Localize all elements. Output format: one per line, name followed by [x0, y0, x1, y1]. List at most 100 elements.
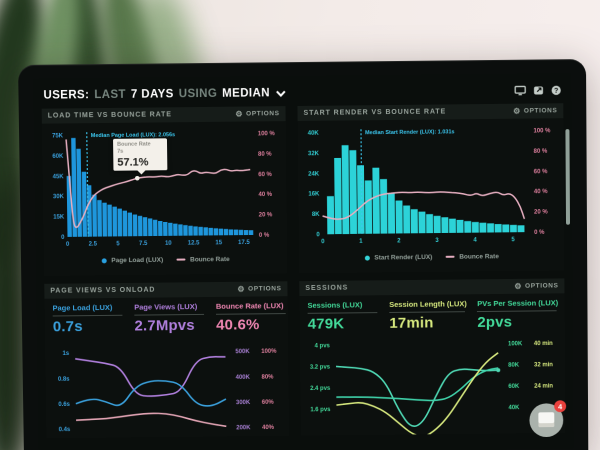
- svg-text:0 %: 0 %: [259, 233, 270, 239]
- metric-rule: [477, 310, 557, 313]
- svg-text:80 %: 80 %: [534, 149, 548, 155]
- svg-text:400K: 400K: [236, 375, 251, 381]
- metric-row: Page Load (LUX) 0.7s Page Views (LUX) 2.…: [44, 296, 287, 337]
- panel-start-render-vs-bounce-rate: START RENDER VS BOUNCE RATE ⚙ OPTIONS 40K…: [297, 103, 565, 274]
- chat-icon: [538, 412, 555, 428]
- users-range-dropdown[interactable]: USERS: LAST 7 DAYS USING MEDIAN: [43, 87, 286, 102]
- svg-text:0: 0: [66, 242, 70, 248]
- options-label: OPTIONS: [248, 285, 282, 293]
- metric-value: 17min: [389, 314, 434, 332]
- svg-text:3: 3: [435, 238, 439, 244]
- svg-text:60 %: 60 %: [534, 169, 548, 175]
- svg-text:40%: 40%: [262, 425, 275, 431]
- dashboard-screen: USERS: LAST 7 DAYS USING MEDIAN ? LOAD T…: [33, 73, 574, 450]
- svg-text:5: 5: [116, 241, 120, 247]
- metric-rule: [215, 313, 286, 315]
- svg-text:60 %: 60 %: [258, 172, 272, 178]
- monitor-icon[interactable]: [514, 85, 527, 96]
- options-button[interactable]: ⚙ OPTIONS: [237, 284, 282, 294]
- metric-bounce-rate: Bounce Rate (LUX) 40.6%: [215, 301, 286, 334]
- metric-rule: [52, 314, 123, 317]
- legend-label: Bounce Rate: [190, 255, 230, 263]
- chart-area: 75K 60K 45K 30K 15K 0 100 % 80 % 60 % 40 % 20 % 0 %…: [42, 121, 287, 255]
- options-button[interactable]: ⚙ OPTIONS: [514, 281, 558, 291]
- svg-text:5: 5: [511, 237, 515, 243]
- metric-session-length: Session Length (LUX) 17min: [389, 299, 467, 332]
- svg-text:10: 10: [165, 241, 172, 247]
- svg-text:1s: 1s: [62, 351, 69, 357]
- svg-text:30K: 30K: [53, 194, 65, 200]
- options-button[interactable]: ⚙ OPTIONS: [513, 106, 557, 115]
- svg-text:0: 0: [61, 235, 65, 241]
- start-render-chart[interactable]: 40K 32K 24K 16K 8K 0 100 % 80 % 60 % 40 % 20 % 0 % 0…: [298, 118, 565, 252]
- metric-value: 2.7Mpvs: [134, 316, 195, 335]
- svg-text:100%: 100%: [261, 349, 277, 355]
- svg-text:80%: 80%: [261, 374, 274, 380]
- metric-rule: [134, 313, 205, 316]
- sessions-chart[interactable]: 4 pvs 3.2 pvs 2.4 pvs 1.6 pvs 100K 40 min 80K 3…: [300, 332, 565, 436]
- panel-title: SESSIONS: [305, 284, 349, 293]
- panel-load-time-vs-bounce-rate: LOAD TIME VS BOUNCE RATE ⚙ OPTIONS 75K 60K…: [41, 106, 288, 276]
- options-button[interactable]: ⚙ OPTIONS: [235, 109, 279, 119]
- svg-text:0: 0: [321, 239, 325, 245]
- svg-text:75K: 75K: [52, 133, 64, 139]
- load-time-chart[interactable]: 75K 60K 45K 30K 15K 0 100 % 80 % 60 % 40 % 20 % 0 %…: [42, 121, 287, 255]
- metric-row: Sessions (LUX) 479K Session Length (LUX)…: [299, 293, 564, 334]
- metric-value: 2pvs: [477, 313, 513, 331]
- chevron-down-icon: [275, 90, 286, 97]
- metric-value: 479K: [307, 315, 345, 333]
- legend-label: Start Render (LUX): [374, 253, 433, 262]
- page-views-onload-chart[interactable]: 1s 0.8s 0.6s 0.4s 500K 100% 400K 80% 300K 60% 200K…: [45, 335, 289, 438]
- svg-text:1: 1: [359, 239, 363, 245]
- metric-value: 0.7s: [52, 318, 83, 336]
- gear-icon: ⚙: [514, 281, 523, 291]
- legend-label: Page Load (LUX): [111, 256, 164, 264]
- scrollbar[interactable]: [565, 129, 571, 225]
- svg-text:32 min: 32 min: [534, 362, 553, 368]
- header-median-label: MEDIAN: [222, 87, 270, 100]
- header-last-label: LAST: [94, 88, 126, 102]
- svg-text:3.2 pvs: 3.2 pvs: [310, 365, 331, 371]
- svg-text:40K: 40K: [308, 131, 320, 137]
- svg-text:2.5: 2.5: [89, 242, 98, 248]
- panel-sessions: SESSIONS ⚙ OPTIONS Sessions (LUX) 479K Se…: [299, 278, 566, 436]
- dashboard-header: USERS: LAST 7 DAYS USING MEDIAN ?: [41, 79, 563, 106]
- svg-text:40 min: 40 min: [534, 341, 553, 347]
- header-using-label: USING: [178, 87, 218, 101]
- metric-label: Bounce Rate (LUX): [215, 301, 284, 311]
- svg-text:4: 4: [473, 238, 477, 244]
- metric-label: Sessions (LUX): [307, 300, 363, 310]
- svg-text:60%: 60%: [262, 400, 275, 406]
- svg-text:80K: 80K: [508, 363, 520, 369]
- metric-sessions: Sessions (LUX) 479K: [307, 300, 378, 333]
- laptop: USERS: LAST 7 DAYS USING MEDIAN ? LOAD T…: [18, 59, 589, 450]
- metric-pvs-per-session: PVs Per Session (LUX) 2pvs: [477, 298, 558, 331]
- svg-text:2.4 pvs: 2.4 pvs: [310, 386, 331, 392]
- svg-text:16K: 16K: [308, 192, 320, 198]
- share-icon[interactable]: [533, 85, 544, 95]
- svg-text:40K: 40K: [508, 405, 520, 411]
- svg-text:17.5: 17.5: [238, 240, 250, 246]
- help-icon[interactable]: ?: [551, 85, 562, 95]
- panel-title: PAGE VIEWS VS ONLOAD: [50, 286, 156, 295]
- legend-dot: [364, 255, 370, 261]
- svg-text:0.6s: 0.6s: [58, 402, 70, 408]
- chart-area: 40K 32K 24K 16K 8K 0 100 % 80 % 60 % 40 % 20 % 0 % 0…: [298, 118, 565, 252]
- header-days-label: 7 DAYS: [130, 88, 174, 101]
- svg-text:60K: 60K: [508, 384, 520, 390]
- chat-widget-button[interactable]: 4: [529, 400, 567, 438]
- chat-badge: 4: [554, 400, 567, 413]
- chart-legend: Page Load (LUX) Bounce Rate: [44, 253, 287, 267]
- svg-text:20 %: 20 %: [534, 210, 548, 216]
- svg-text:15: 15: [215, 240, 222, 246]
- metric-label: Page Load (LUX): [52, 302, 113, 313]
- gear-icon: ⚙: [237, 284, 246, 294]
- svg-text:32K: 32K: [308, 151, 320, 157]
- svg-text:7.5: 7.5: [139, 241, 148, 247]
- gear-icon: ⚙: [235, 109, 244, 119]
- svg-text:100 %: 100 %: [258, 131, 276, 137]
- svg-text:500K: 500K: [235, 349, 250, 355]
- legend-line-swatch: [445, 255, 455, 258]
- svg-text:?: ?: [554, 88, 558, 95]
